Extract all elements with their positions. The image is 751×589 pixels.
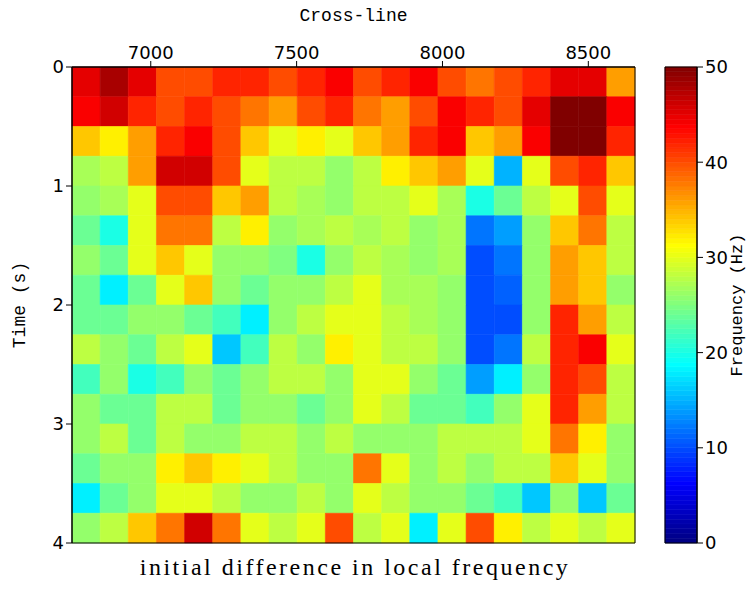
html-text:Cross-line: Cross-line	[299, 6, 408, 26]
svg-text:0: 0	[53, 56, 64, 77]
html-text:Frequency (Hz): Frequency (Hz)	[727, 233, 747, 377]
svg-text:3: 3	[53, 413, 64, 434]
svg-text:1: 1	[53, 175, 64, 196]
svg-text:7500: 7500	[274, 42, 320, 63]
svg-text:20: 20	[705, 342, 728, 363]
html-text:Time (s): Time (s)	[10, 261, 30, 349]
svg-text:4: 4	[53, 532, 64, 553]
svg-text:40: 40	[705, 152, 728, 173]
svg-text:10: 10	[705, 437, 728, 458]
svg-text:30: 30	[705, 247, 728, 268]
svg-text:0: 0	[705, 532, 716, 553]
svg-text:2: 2	[53, 294, 64, 315]
svg-text:7000: 7000	[128, 42, 174, 63]
svg-text:8500: 8500	[565, 42, 611, 63]
html-text:initial difference in local fr: initial difference in local frequency	[139, 554, 571, 580]
svg-text:8000: 8000	[420, 42, 466, 63]
svg-text:50: 50	[705, 56, 728, 77]
